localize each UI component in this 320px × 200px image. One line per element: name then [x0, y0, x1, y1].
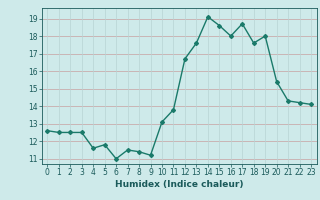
X-axis label: Humidex (Indice chaleur): Humidex (Indice chaleur): [115, 180, 244, 189]
